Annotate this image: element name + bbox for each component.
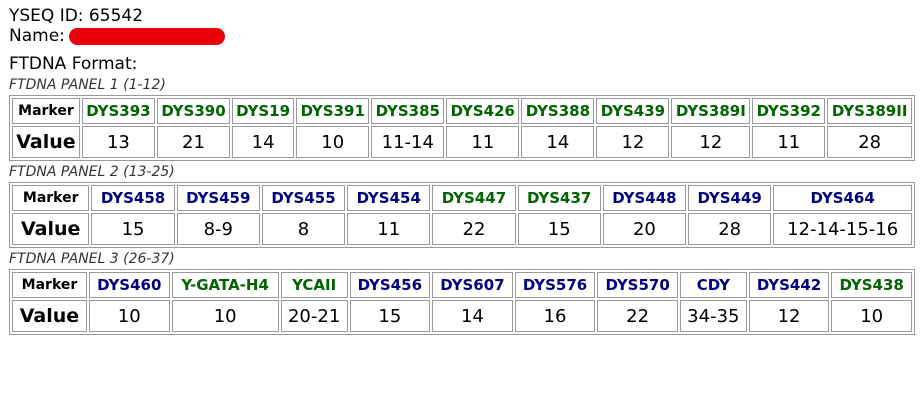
redaction xyxy=(68,27,225,45)
marker-value: 15 xyxy=(517,213,601,245)
marker-value: 28 xyxy=(688,213,772,245)
marker-value: 12 xyxy=(596,126,670,158)
value-label: Value xyxy=(12,213,90,245)
marker-name: DYS437 xyxy=(517,185,601,211)
marker-value: 28 xyxy=(827,126,912,158)
marker-value: 15 xyxy=(91,213,175,245)
marker-row: Marker DYS458 DYS459 DYS455 DYS454 DYS447 DYS4… xyxy=(12,185,912,211)
marker-name: DYS458 xyxy=(91,185,175,211)
marker-value: 11 xyxy=(347,213,431,245)
panel-title: FTDNA PANEL 3 (26-37) xyxy=(9,251,175,267)
value-row: Value 15 8-9 8 11 22 15 20 28 12-14-15-16 xyxy=(12,213,912,245)
marker-name: DYS576 xyxy=(514,272,596,298)
marker-name: DYS460 xyxy=(88,272,170,298)
marker-value: 12-14-15-16 xyxy=(773,213,912,245)
marker-name: DYS19 xyxy=(232,98,295,124)
name-row: Name: xyxy=(9,26,922,46)
marker-label: Marker xyxy=(12,185,90,211)
value-row: Value 13 21 14 10 11-14 11 14 12 12 11 28 xyxy=(12,126,912,158)
marker-name: DYS388 xyxy=(521,98,595,124)
marker-value: 15 xyxy=(349,300,431,332)
marker-name: DYS570 xyxy=(597,272,678,298)
marker-name: DYS459 xyxy=(176,185,260,211)
marker-name: DYS438 xyxy=(831,272,912,298)
marker-row: Marker DYS393 DYS390 DYS19 DYS391 DYS385 DYS42… xyxy=(12,98,912,124)
value-row: Value 10 10 20-21 15 14 16 22 34-35 12 10 xyxy=(12,300,912,332)
marker-name: DYS464 xyxy=(773,185,912,211)
marker-value: 12 xyxy=(671,126,751,158)
marker-name: DYS607 xyxy=(432,272,513,298)
marker-value: 13 xyxy=(81,126,155,158)
marker-value: 16 xyxy=(514,300,596,332)
marker-name: DYS456 xyxy=(349,272,431,298)
marker-name: Y-GATA-H4 xyxy=(171,272,279,298)
marker-value: 14 xyxy=(521,126,595,158)
marker-value: 21 xyxy=(156,126,231,158)
marker-value: 34-35 xyxy=(679,300,747,332)
marker-name: CDY xyxy=(679,272,747,298)
marker-value: 22 xyxy=(597,300,678,332)
marker-value: 12 xyxy=(748,300,830,332)
name-label: Name: xyxy=(9,26,65,46)
marker-value: 20-21 xyxy=(280,300,348,332)
marker-name: DYS393 xyxy=(81,98,155,124)
marker-name: DYS426 xyxy=(446,98,520,124)
marker-value: 8-9 xyxy=(176,213,260,245)
marker-name: YCAII xyxy=(280,272,348,298)
panels: FTDNA PANEL 1 (1-12) Marker DYS393 DYS390 DY… xyxy=(9,76,922,335)
marker-value: 14 xyxy=(232,126,295,158)
marker-label: Marker xyxy=(12,272,87,298)
panel-title: FTDNA PANEL 2 (13-25) xyxy=(9,164,175,180)
marker-value: 10 xyxy=(88,300,170,332)
yseq-id: YSEQ ID: 65542 xyxy=(9,6,144,26)
marker-name: DYS389I xyxy=(671,98,751,124)
marker-name: DYS389II xyxy=(827,98,912,124)
marker-name: DYS390 xyxy=(156,98,231,124)
marker-value: 11 xyxy=(446,126,520,158)
marker-name: DYS447 xyxy=(432,185,516,211)
marker-value: 10 xyxy=(831,300,912,332)
panel-table: Marker DYS393 DYS390 DYS19 DYS391 DYS385 DYS42… xyxy=(9,95,915,161)
marker-value: 22 xyxy=(432,213,516,245)
panel-table: Marker DYS458 DYS459 DYS455 DYS454 DYS447 DYS4… xyxy=(9,182,915,248)
marker-name: DYS442 xyxy=(748,272,830,298)
marker-value: 10 xyxy=(171,300,279,332)
marker-name: DYS449 xyxy=(688,185,772,211)
value-label: Value xyxy=(12,126,80,158)
panel-title: FTDNA PANEL 1 (1-12) xyxy=(9,77,166,93)
marker-name: DYS385 xyxy=(371,98,445,124)
marker-name: DYS454 xyxy=(347,185,431,211)
value-label: Value xyxy=(12,300,87,332)
marker-row: Marker DYS460 Y-GATA-H4 YCAII DYS456 DYS607 DY… xyxy=(12,272,912,298)
marker-value: 11-14 xyxy=(371,126,445,158)
marker-name: DYS392 xyxy=(752,98,826,124)
marker-label: Marker xyxy=(12,98,80,124)
marker-value: 14 xyxy=(432,300,513,332)
marker-value: 10 xyxy=(296,126,370,158)
content: YSEQ ID: 65542 Name: FTDNA Format: FTDNA… xyxy=(9,6,922,335)
format-label: FTDNA Format: xyxy=(9,54,138,74)
marker-name: DYS448 xyxy=(602,185,687,211)
marker-value: 8 xyxy=(261,213,346,245)
marker-value: 20 xyxy=(602,213,687,245)
marker-name: DYS439 xyxy=(596,98,670,124)
panel-table: Marker DYS460 Y-GATA-H4 YCAII DYS456 DYS607 DY… xyxy=(9,269,915,335)
marker-value: 11 xyxy=(752,126,826,158)
marker-name: DYS455 xyxy=(261,185,346,211)
marker-name: DYS391 xyxy=(296,98,370,124)
